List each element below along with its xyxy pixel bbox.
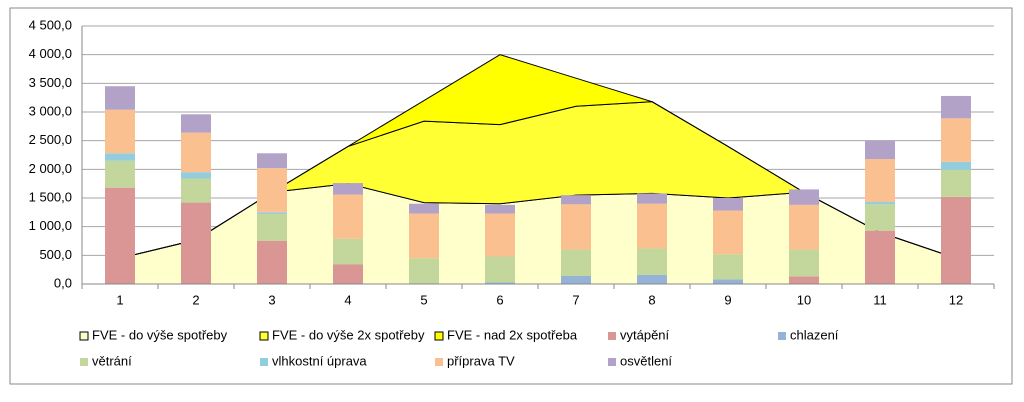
bar-segment	[941, 196, 971, 284]
x-tick-label: 11	[873, 292, 887, 307]
bar-segment	[941, 161, 971, 170]
y-tick-label: 4 500,0	[29, 17, 72, 32]
bar-segment	[865, 140, 895, 160]
legend-swatch	[434, 331, 444, 341]
bar-segment	[333, 264, 363, 284]
bar-segment	[713, 279, 743, 284]
legend-label: FVE - do výše spotřeby	[92, 327, 228, 342]
bar-segment	[789, 204, 819, 250]
x-tick-label: 7	[572, 292, 579, 307]
y-tick-label: 2 500,0	[29, 132, 72, 147]
bar-segment	[105, 160, 135, 188]
legend-label: vlhkostní úprava	[272, 353, 367, 368]
x-tick-label: 6	[496, 292, 503, 307]
bar-segment	[485, 282, 515, 284]
bar-segment	[257, 241, 287, 284]
bar-segment	[181, 172, 211, 179]
bar-segment	[105, 187, 135, 284]
x-tick-label: 5	[420, 292, 427, 307]
bar-segment	[713, 198, 743, 211]
bar-segment	[333, 238, 363, 265]
y-tick-label: 0,0	[54, 275, 72, 290]
legend-label: FVE - do výše 2x spotřeby	[272, 327, 425, 342]
bar-segment	[257, 214, 287, 241]
bar-segment	[485, 213, 515, 257]
bar-segment	[257, 212, 287, 215]
bar-segment	[865, 204, 895, 231]
legend-label: příprava TV	[447, 353, 515, 368]
bar-segment	[257, 153, 287, 169]
legend-swatch	[80, 358, 88, 366]
x-tick-label: 8	[648, 292, 655, 307]
bar-segment	[561, 195, 591, 205]
bar-segment	[561, 275, 591, 284]
y-tick-label: 1 500,0	[29, 189, 72, 204]
y-tick-label: 3 500,0	[29, 75, 72, 90]
bar-segment	[789, 249, 819, 277]
bar-segment	[865, 159, 895, 203]
x-tick-label: 4	[344, 292, 351, 307]
legend-swatch	[608, 358, 616, 366]
bar-segment	[333, 183, 363, 195]
bar-segment	[257, 168, 287, 213]
bar-segment	[941, 169, 971, 197]
legend-label: FVE - nad 2x spotřeba	[447, 327, 578, 342]
bar-segment	[561, 249, 591, 276]
bar-segment	[105, 86, 135, 110]
bar-segment	[409, 258, 439, 284]
bar-segment	[637, 203, 667, 249]
bar-segment	[181, 132, 211, 173]
bar-segment	[409, 203, 439, 214]
bar-segment	[941, 95, 971, 119]
bar-segment	[181, 114, 211, 133]
bar-segment	[105, 109, 135, 154]
legend-label: osvětlení	[620, 353, 672, 368]
bar-segment	[409, 213, 439, 259]
bar-segment	[181, 178, 211, 203]
y-tick-label: 1 000,0	[29, 218, 72, 233]
x-tick-label: 12	[949, 292, 963, 307]
bar-segment	[865, 230, 895, 284]
bar-segment	[637, 193, 667, 204]
legend-swatch	[435, 358, 443, 366]
legend-swatch	[608, 332, 616, 340]
bar-segment	[105, 153, 135, 161]
x-tick-label: 10	[797, 292, 811, 307]
legend-swatch	[79, 331, 89, 341]
y-tick-label: 500,0	[39, 247, 72, 262]
bar-segment	[941, 118, 971, 162]
bar-segment	[789, 276, 819, 284]
x-tick-label: 9	[724, 292, 731, 307]
legend-swatch	[260, 358, 268, 366]
legend-label: vytápění	[620, 327, 670, 342]
bar-segment	[485, 256, 515, 283]
bar-segment	[713, 254, 743, 280]
bar-segment	[333, 194, 363, 239]
y-tick-label: 2 000,0	[29, 161, 72, 176]
legend-swatch	[259, 331, 269, 341]
legend-label: větrání	[92, 353, 132, 368]
bar-segment	[637, 248, 667, 275]
x-tick-label: 1	[116, 292, 123, 307]
bar-segment	[789, 189, 819, 205]
bar-segment	[865, 202, 895, 205]
bar-segment	[637, 274, 667, 284]
x-tick-label: 2	[192, 292, 199, 307]
bar-segment	[561, 204, 591, 250]
bar-segment	[713, 210, 743, 255]
y-tick-label: 4 000,0	[29, 46, 72, 61]
x-tick-label: 3	[268, 292, 275, 307]
legend-swatch	[778, 332, 786, 340]
bar-segment	[181, 202, 211, 284]
legend-label: chlazení	[790, 327, 839, 342]
bar-segment	[485, 204, 515, 214]
y-tick-label: 3 000,0	[29, 103, 72, 118]
